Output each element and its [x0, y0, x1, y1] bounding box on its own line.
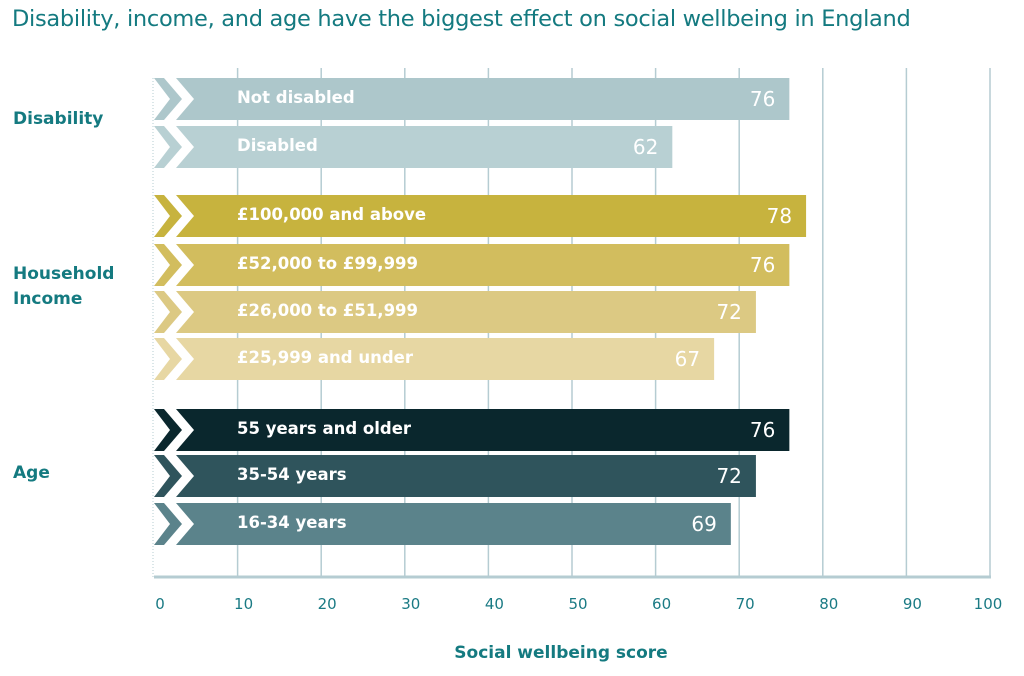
- chevron-icon: [154, 78, 182, 120]
- chevron-icon: [154, 455, 182, 497]
- bars: Not disabled 76 Disabled 62 £100,000 and abo…: [154, 78, 807, 545]
- group-label: Disability: [13, 109, 103, 129]
- group-labels: Disability Household Income Age: [13, 109, 114, 483]
- bar-category-label: £25,999 and under: [237, 348, 414, 367]
- bar-body: [176, 291, 756, 333]
- chevron-icon: [154, 291, 182, 333]
- bar-value-label: 72: [716, 300, 741, 324]
- x-axis-label: Social wellbeing score: [454, 643, 667, 663]
- x-tick-label: 60: [652, 595, 671, 613]
- x-tick-label: 0: [155, 595, 165, 613]
- x-tick-label: 90: [903, 595, 922, 613]
- bar-value-label: 62: [633, 135, 658, 159]
- chevron-icon: [154, 126, 182, 168]
- chevron-icon: [154, 338, 182, 380]
- bar-body: [176, 244, 790, 286]
- bar-value-label: 76: [750, 87, 775, 111]
- bar: 55 years and older 76: [154, 409, 790, 451]
- bar-body: [176, 195, 807, 237]
- bar-value-label: 76: [750, 253, 775, 277]
- bar-category-label: 35-54 years: [237, 465, 347, 484]
- bar-category-label: £52,000 to £99,999: [237, 254, 418, 273]
- x-tick-label: 70: [736, 595, 755, 613]
- bar: £25,999 and under 67: [154, 338, 715, 380]
- chevron-icon: [154, 195, 182, 237]
- chart-title: Disability, income, and age have the big…: [12, 6, 911, 32]
- bar: £100,000 and above 78: [154, 195, 807, 237]
- chevron-icon: [154, 409, 182, 451]
- x-tick-label: 80: [819, 595, 838, 613]
- bar: 16-34 years 69: [154, 503, 731, 545]
- chevron-icon: [154, 244, 182, 286]
- bar-body: [176, 503, 731, 545]
- bar-body: [176, 409, 790, 451]
- bar-value-label: 67: [675, 347, 700, 371]
- bar-body: [176, 126, 673, 168]
- bar: Disabled 62: [154, 126, 673, 168]
- chevron-icon: [154, 503, 182, 545]
- bar-body: [176, 338, 715, 380]
- x-tick-label: 40: [485, 595, 504, 613]
- bar: £26,000 to £51,999 72: [154, 291, 756, 333]
- bar-body: [176, 455, 756, 497]
- x-tick-label: 100: [974, 595, 1003, 613]
- bar-body: [176, 78, 790, 120]
- bar-category-label: £100,000 and above: [237, 205, 426, 224]
- group-label: Age: [13, 463, 50, 483]
- x-tick-labels: 0 10 20 30 40 50 60 70 80 90 100: [155, 595, 1002, 613]
- bar-value-label: 78: [767, 204, 792, 228]
- bar-category-label: 55 years and older: [237, 419, 412, 438]
- bar: £52,000 to £99,999 76: [154, 244, 790, 286]
- bar-category-label: Not disabled: [237, 88, 355, 107]
- x-tick-label: 30: [401, 595, 420, 613]
- bar-category-label: 16-34 years: [237, 513, 347, 532]
- group-label: Income: [13, 289, 82, 309]
- bar-value-label: 69: [691, 512, 716, 536]
- x-tick-label: 50: [568, 595, 587, 613]
- x-tick-label: 10: [234, 595, 253, 613]
- bar-category-label: Disabled: [237, 136, 318, 155]
- bar-value-label: 76: [750, 418, 775, 442]
- bar-value-label: 72: [716, 464, 741, 488]
- bar: Not disabled 76: [154, 78, 790, 120]
- x-tick-label: 20: [318, 595, 337, 613]
- group-label: Household: [13, 264, 114, 284]
- bar-category-label: £26,000 to £51,999: [237, 301, 418, 320]
- bar: 35-54 years 72: [154, 455, 756, 497]
